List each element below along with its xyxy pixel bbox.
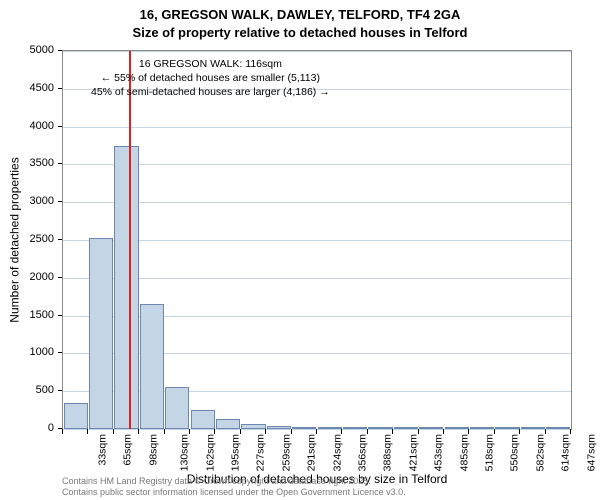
x-tick-mark: [291, 429, 292, 434]
y-tick-label: 3500: [0, 157, 58, 169]
x-tick-label: 227sqm: [255, 434, 267, 471]
gridline: [63, 164, 571, 165]
histogram-bar: [165, 387, 189, 429]
y-axis-ticks: 0500100015002000250030003500400045005000: [0, 50, 58, 430]
x-tick-mark: [113, 429, 114, 434]
x-tick-label: 324sqm: [331, 434, 343, 471]
x-tick-mark: [87, 429, 88, 434]
x-tick-label: 582sqm: [534, 434, 546, 471]
y-tick-label: 0: [0, 422, 58, 434]
y-tick-label: 4000: [0, 120, 58, 132]
x-tick-mark: [519, 429, 520, 434]
title-line-2: Size of property relative to detached ho…: [133, 25, 468, 40]
footer-line-2: Contains public sector information licen…: [62, 487, 406, 497]
y-tick-label: 3000: [0, 195, 58, 207]
histogram-bar: [241, 424, 265, 429]
x-tick-mark: [468, 429, 469, 434]
y-tick-label: 1000: [0, 346, 58, 358]
footer-line-1: Contains HM Land Registry data © Crown c…: [62, 476, 371, 486]
x-tick-mark: [62, 429, 63, 434]
gridline: [63, 202, 571, 203]
histogram-bar: [470, 427, 494, 429]
x-tick-mark: [545, 429, 546, 434]
annotation-box: 16 GREGSON WALK: 116sqm ← 55% of detached…: [91, 57, 330, 100]
histogram-bar: [292, 427, 316, 429]
x-tick-mark: [138, 429, 139, 434]
x-tick-mark: [189, 429, 190, 434]
x-tick-label: 291sqm: [306, 434, 318, 471]
histogram-bar: [191, 410, 215, 429]
x-tick-label: 518sqm: [483, 434, 495, 471]
chart-title: 16, GREGSON WALK, DAWLEY, TELFORD, TF4 2…: [0, 6, 600, 41]
histogram-bar: [394, 427, 418, 429]
annotation-line-3: 45% of semi-detached houses are larger (…: [91, 86, 330, 98]
reference-line: [129, 51, 131, 429]
x-tick-mark: [443, 429, 444, 434]
x-tick-label: 65sqm: [122, 434, 134, 466]
x-tick-label: 550sqm: [509, 434, 521, 471]
plot-inner: 16 GREGSON WALK: 116sqm ← 55% of detached…: [63, 51, 571, 429]
x-tick-mark: [214, 429, 215, 434]
y-tick-label: 4500: [0, 82, 58, 94]
x-tick-label: 130sqm: [179, 434, 191, 471]
histogram-bar: [343, 427, 367, 429]
x-tick-label: 453sqm: [433, 434, 445, 471]
histogram-bar: [368, 427, 392, 429]
x-tick-label: 33sqm: [97, 434, 109, 466]
x-tick-label: 388sqm: [382, 434, 394, 471]
x-tick-label: 98sqm: [147, 434, 159, 466]
histogram-bar: [521, 427, 545, 429]
gridline: [63, 240, 571, 241]
x-tick-mark: [367, 429, 368, 434]
histogram-bar: [318, 427, 342, 429]
x-tick-label: 647sqm: [585, 434, 597, 471]
y-tick-label: 5000: [0, 44, 58, 56]
y-tick-label: 2000: [0, 271, 58, 283]
attribution-footer: Contains HM Land Registry data © Crown c…: [62, 476, 406, 499]
x-tick-label: 162sqm: [204, 434, 216, 471]
title-line-1: 16, GREGSON WALK, DAWLEY, TELFORD, TF4 2…: [140, 7, 461, 22]
histogram-bar: [267, 426, 291, 429]
x-tick-mark: [494, 429, 495, 434]
histogram-bar: [89, 238, 113, 429]
x-tick-label: 485sqm: [458, 434, 470, 471]
x-tick-mark: [392, 429, 393, 434]
histogram-bar: [216, 419, 240, 429]
y-tick-label: 1500: [0, 309, 58, 321]
x-tick-label: 259sqm: [280, 434, 292, 471]
x-tick-mark: [240, 429, 241, 434]
x-tick-mark: [418, 429, 419, 434]
x-tick-mark: [265, 429, 266, 434]
histogram-bar: [64, 403, 88, 429]
x-tick-label: 421sqm: [407, 434, 419, 471]
x-tick-mark: [341, 429, 342, 434]
annotation-line-1: 16 GREGSON WALK: 116sqm: [139, 58, 282, 70]
gridline: [63, 278, 571, 279]
histogram-bar: [140, 304, 164, 429]
histogram-bar: [114, 146, 138, 429]
x-tick-label: 614sqm: [560, 434, 572, 471]
histogram-bar: [495, 427, 519, 429]
x-tick-label: 195sqm: [229, 434, 241, 471]
x-axis-ticks: 33sqm 65sqm 98sqm 130sqm 162sqm 195sqm 227sqm 2…: [62, 430, 572, 470]
gridline: [63, 127, 571, 128]
y-tick-label: 500: [0, 384, 58, 396]
x-tick-label: 356sqm: [356, 434, 368, 471]
y-tick-label: 2500: [0, 233, 58, 245]
x-tick-mark: [570, 429, 571, 434]
x-tick-mark: [316, 429, 317, 434]
gridline: [63, 51, 571, 52]
histogram-bar: [445, 427, 469, 429]
plot-area: 16 GREGSON WALK: 116sqm ← 55% of detached…: [62, 50, 572, 430]
histogram-chart: 16, GREGSON WALK, DAWLEY, TELFORD, TF4 2…: [0, 0, 600, 500]
histogram-bar: [546, 427, 570, 429]
x-tick-mark: [164, 429, 165, 434]
annotation-line-2: ← 55% of detached houses are smaller (5,…: [101, 72, 320, 84]
histogram-bar: [419, 427, 443, 429]
